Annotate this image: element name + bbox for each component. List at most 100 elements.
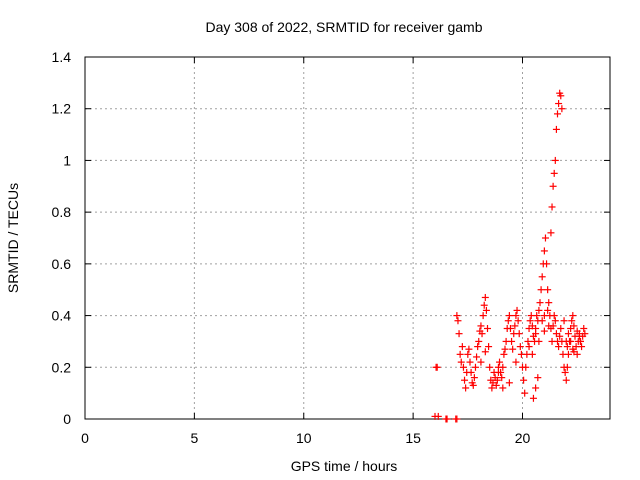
data-point <box>498 374 506 382</box>
data-point <box>474 343 482 351</box>
data-point <box>499 384 507 392</box>
data-point <box>477 322 485 330</box>
data-point <box>544 286 552 294</box>
y-tick-label: 0.4 <box>52 308 72 324</box>
y-tick-label: 1.2 <box>52 101 72 117</box>
data-points <box>431 89 589 423</box>
y-tick-label: 1 <box>63 152 71 168</box>
data-point <box>541 234 549 242</box>
x-tick-label: 20 <box>515 430 531 446</box>
data-point <box>551 156 559 164</box>
data-point <box>504 317 512 325</box>
data-point <box>548 203 556 211</box>
data-point <box>529 394 537 402</box>
x-axis-label: GPS time / hours <box>291 458 398 474</box>
data-point <box>570 322 578 330</box>
grid-lines <box>85 57 610 419</box>
data-point <box>562 376 570 384</box>
data-point <box>576 337 584 345</box>
data-point <box>453 312 461 320</box>
data-point <box>462 384 470 392</box>
data-point <box>457 358 465 366</box>
data-point <box>532 384 540 392</box>
data-point <box>568 317 576 325</box>
data-point <box>466 358 474 366</box>
data-point <box>499 363 507 371</box>
data-point <box>478 330 486 338</box>
data-point <box>575 332 583 340</box>
data-point <box>544 306 552 314</box>
data-point <box>521 389 529 397</box>
data-point <box>434 412 442 420</box>
data-point <box>469 381 477 389</box>
data-point <box>535 337 543 345</box>
data-point <box>500 350 508 358</box>
data-point <box>492 381 500 389</box>
data-point <box>532 330 540 338</box>
data-point <box>471 363 479 371</box>
plot-frame <box>84 56 611 420</box>
data-point <box>515 330 523 338</box>
data-point <box>486 363 494 371</box>
data-point <box>524 337 532 345</box>
data-point <box>482 306 490 314</box>
y-tick-label: 0 <box>63 411 71 427</box>
data-point <box>525 343 533 351</box>
data-point <box>558 105 566 113</box>
data-point <box>533 312 541 320</box>
y-tick-labels: 0 0.2 0.4 0.6 0.8 1 1.2 1.4 <box>52 49 72 427</box>
data-point <box>526 317 534 325</box>
data-point <box>467 368 475 376</box>
data-point <box>513 306 521 314</box>
y-tick-label: 0.2 <box>52 359 72 375</box>
data-point <box>488 384 496 392</box>
data-point <box>569 312 577 320</box>
data-point <box>481 348 489 356</box>
data-point <box>551 317 559 325</box>
data-point <box>562 337 570 345</box>
data-point <box>458 343 466 351</box>
data-point <box>540 247 548 255</box>
data-point <box>485 343 493 351</box>
data-point <box>535 306 543 314</box>
data-point <box>564 330 572 338</box>
chart-title: Day 308 of 2022, SRMTID for receiver gam… <box>205 19 482 35</box>
data-point <box>516 343 524 351</box>
data-point <box>561 368 569 376</box>
data-point <box>580 325 588 332</box>
data-point <box>455 330 463 338</box>
data-point <box>555 100 563 108</box>
axis-ticks <box>84 56 610 420</box>
data-point <box>465 345 473 353</box>
data-point <box>545 322 553 330</box>
data-point <box>538 273 546 281</box>
data-point <box>581 330 589 338</box>
data-point <box>522 363 530 371</box>
data-point <box>506 325 514 332</box>
data-point <box>480 301 488 309</box>
y-tick-label: 0.8 <box>52 204 72 220</box>
data-point <box>538 317 546 325</box>
data-point <box>552 125 560 133</box>
data-point <box>540 312 548 320</box>
data-point <box>511 322 519 330</box>
x-tick-labels: 0 5 10 15 20 <box>81 430 530 446</box>
data-point <box>454 317 462 325</box>
data-point <box>578 343 586 351</box>
data-point <box>481 293 489 301</box>
x-tick-label: 0 <box>81 430 89 446</box>
data-point <box>494 368 502 376</box>
data-point <box>496 358 504 366</box>
data-point <box>475 337 483 345</box>
x-tick-label: 10 <box>296 430 312 446</box>
data-point <box>543 260 551 268</box>
data-point <box>456 350 464 358</box>
data-point <box>493 376 501 384</box>
data-point <box>569 345 577 353</box>
y-axis-label: SRMTID / TECUs <box>5 183 21 293</box>
data-point <box>557 92 565 100</box>
data-point <box>477 358 485 366</box>
data-point <box>509 345 517 353</box>
data-point <box>443 415 451 423</box>
